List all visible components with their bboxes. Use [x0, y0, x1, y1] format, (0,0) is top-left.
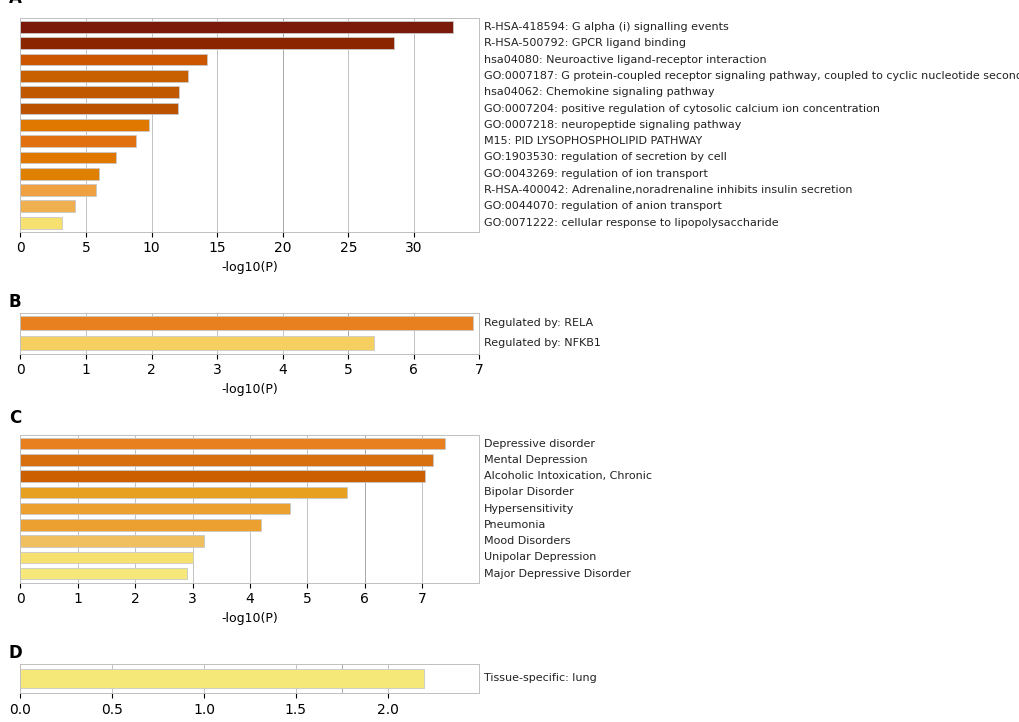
Text: GO:0043269: regulation of ion transport: GO:0043269: regulation of ion transport [484, 169, 707, 179]
Bar [20, 535, 204, 547]
X-axis label: -log10(P): -log10(P) [221, 261, 278, 274]
Text: D: D [9, 644, 22, 662]
Text: Bipolar Disorder: Bipolar Disorder [484, 487, 573, 497]
Text: GO:0071222: cellular response to lipopolysaccharide: GO:0071222: cellular response to lipopol… [484, 217, 777, 227]
Bar [20, 87, 179, 98]
X-axis label: -log10(P): -log10(P) [221, 612, 278, 625]
Text: Unipolar Depression: Unipolar Depression [484, 552, 596, 562]
Text: Alcoholic Intoxication, Chronic: Alcoholic Intoxication, Chronic [484, 471, 651, 481]
Bar [20, 53, 207, 66]
Text: R-HSA-400042: Adrenaline,noradrenaline inhibits insulin secretion: R-HSA-400042: Adrenaline,noradrenaline i… [484, 185, 852, 195]
Bar [20, 152, 116, 163]
Text: hsa04062: Chemokine signaling pathway: hsa04062: Chemokine signaling pathway [484, 87, 714, 97]
Text: GO:0007204: positive regulation of cytosolic calcium ion concentration: GO:0007204: positive regulation of cytos… [484, 103, 879, 113]
Bar [20, 184, 97, 196]
Text: A: A [9, 0, 21, 7]
Bar [20, 487, 347, 498]
Text: M15: PID LYSOPHOSPHOLIPID PATHWAY: M15: PID LYSOPHOSPHOLIPID PATHWAY [484, 136, 701, 146]
Bar [20, 119, 149, 131]
Text: R-HSA-500792: GPCR ligand binding: R-HSA-500792: GPCR ligand binding [484, 38, 686, 48]
Bar [20, 21, 452, 33]
Bar [20, 552, 193, 563]
Bar [20, 103, 177, 114]
Bar [20, 168, 99, 180]
Text: Mood Disorders: Mood Disorders [484, 536, 570, 546]
Bar [20, 519, 261, 531]
Bar [20, 567, 186, 580]
Text: Pneumonia: Pneumonia [484, 520, 546, 530]
Text: GO:0044070: regulation of anion transport: GO:0044070: regulation of anion transpor… [484, 201, 721, 212]
Text: R-HSA-418594: G alpha (i) signalling events: R-HSA-418594: G alpha (i) signalling eve… [484, 22, 728, 32]
Text: C: C [9, 409, 21, 427]
Bar [20, 316, 473, 331]
Text: GO:1903530: regulation of secretion by cell: GO:1903530: regulation of secretion by c… [484, 152, 727, 162]
Bar [20, 38, 393, 49]
Text: GO:0007218: neuropeptide signaling pathway: GO:0007218: neuropeptide signaling pathw… [484, 120, 741, 130]
Bar [20, 336, 374, 350]
Text: Tissue-specific: lung: Tissue-specific: lung [484, 674, 596, 683]
Text: Mental Depression: Mental Depression [484, 455, 587, 465]
Bar [20, 438, 444, 450]
Bar [20, 135, 136, 147]
X-axis label: -log10(P): -log10(P) [221, 383, 278, 396]
Text: Depressive disorder: Depressive disorder [484, 439, 594, 448]
Bar [20, 454, 433, 466]
Text: Hypersensitivity: Hypersensitivity [484, 504, 574, 513]
Text: Major Depressive Disorder: Major Depressive Disorder [484, 569, 630, 578]
Bar [20, 503, 289, 515]
Text: Regulated by: NFKB1: Regulated by: NFKB1 [484, 338, 600, 348]
Bar [20, 669, 424, 688]
Bar [20, 201, 75, 212]
Text: hsa04080: Neuroactive ligand-receptor interaction: hsa04080: Neuroactive ligand-receptor in… [484, 55, 766, 65]
Text: B: B [9, 292, 21, 310]
Bar [20, 217, 62, 228]
Text: Regulated by: RELA: Regulated by: RELA [484, 318, 592, 329]
Bar [20, 470, 425, 482]
Bar [20, 70, 189, 82]
Text: GO:0007187: G protein-coupled receptor signaling pathway, coupled to cyclic nucl: GO:0007187: G protein-coupled receptor s… [484, 71, 1019, 81]
